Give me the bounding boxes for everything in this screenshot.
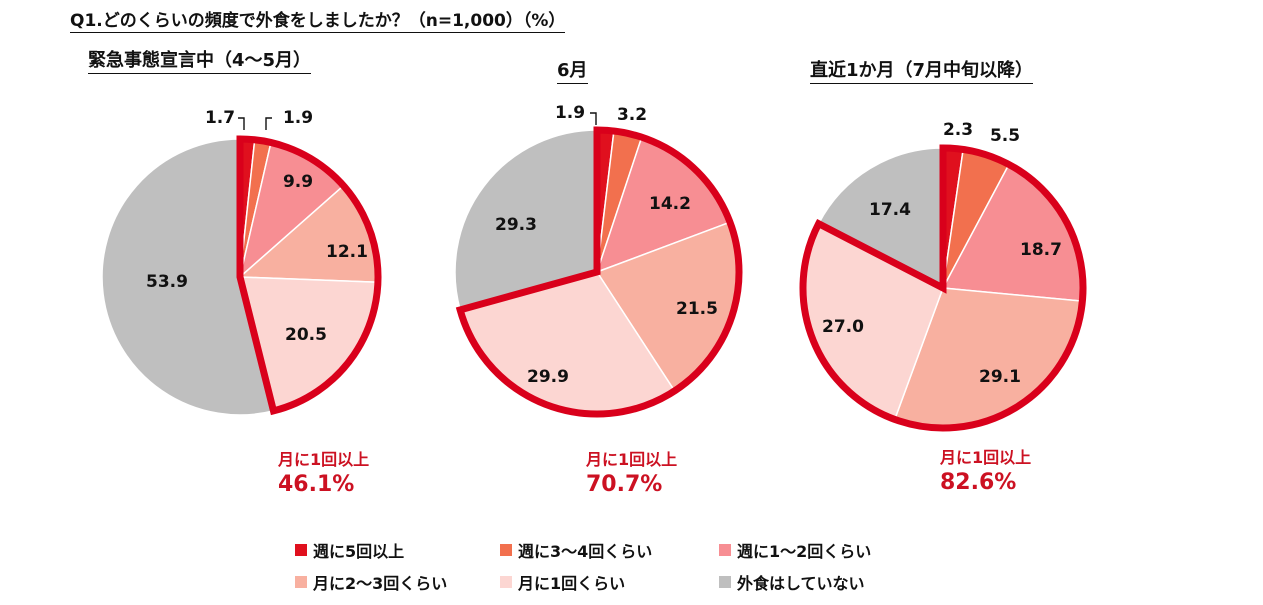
pie-1-value-label-3: 9.9: [283, 172, 313, 192]
legend-item-1: 週に5回以上: [295, 538, 404, 562]
legend-label-5: 月に1回くらい: [518, 574, 626, 593]
pie-3-value-label-3: 18.7: [1020, 240, 1062, 260]
pie-1-value-label-5: 20.5: [285, 325, 327, 345]
page-title: Q1.どのくらいの頻度で外食をしましたか？（n=1,000）（%）: [70, 6, 566, 33]
chart-title-1: 緊急事態宣言中（4〜5月）: [88, 46, 312, 74]
pie-1-slice-6: [101, 138, 275, 416]
pie-2-value-label-3: 14.2: [649, 194, 691, 214]
pie-3-value-label-2: 5.5: [990, 126, 1020, 146]
legend-label-3: 週に1〜2回くらい: [737, 542, 872, 561]
legend-label-4: 月に2〜3回くらい: [313, 574, 448, 593]
summary-value-1: 46.1%: [278, 472, 355, 497]
pie-1-leader-1: [238, 117, 245, 130]
pie-2-value-label-5: 29.9: [527, 367, 569, 387]
pie-3-highlight-outline: [799, 144, 1087, 432]
legend-swatch-4: [295, 576, 307, 588]
summary-label-2: 月に1回以上: [586, 450, 678, 469]
pie-1-highlight-outline: [236, 135, 382, 416]
chart-title-3: 直近1か月（7月中旬以降）: [810, 56, 1034, 84]
pie-2-value-label-6: 29.3: [495, 215, 537, 235]
legend-swatch-2: [500, 544, 512, 556]
legend-item-6: 外食はしていない: [719, 570, 865, 594]
legend-swatch-3: [719, 544, 731, 556]
legend-label-6: 外食はしていない: [737, 574, 865, 593]
pie-1-value-label-6: 53.9: [146, 272, 188, 292]
legend-swatch-5: [500, 576, 512, 588]
pie-2-value-label-4: 21.5: [676, 299, 718, 319]
legend-swatch-6: [719, 576, 731, 588]
pie-3-value-label-6: 17.4: [869, 200, 911, 220]
pie-2-value-label-2: 3.2: [617, 105, 647, 125]
summary-value-2: 70.7%: [586, 472, 663, 497]
legend-item-5: 月に1回くらい: [500, 570, 625, 594]
chart-title-2: 6月: [557, 56, 588, 84]
pie-2-slice-6: [454, 129, 598, 311]
pie-1-value-label-2: 1.9: [283, 108, 313, 128]
legend-swatch-1: [295, 544, 307, 556]
pie-1-value-label-4: 12.1: [326, 242, 368, 262]
legend-label-2: 週に3〜4回くらい: [518, 542, 653, 561]
summary-value-3: 82.6%: [940, 470, 1017, 495]
pie-3-value-label-1: 2.3: [943, 120, 973, 140]
legend-label-1: 週に5回以上: [313, 542, 405, 561]
legend-item-4: 月に2〜3回くらい: [295, 570, 447, 594]
legend-item-2: 週に3〜4回くらい: [500, 538, 652, 562]
pie-2-leader-1: [590, 112, 597, 125]
pie-2-value-label-1: 1.9: [555, 103, 585, 123]
summary-label-3: 月に1回以上: [940, 448, 1032, 467]
pie-1-value-label-1: 1.7: [205, 108, 235, 128]
legend-item-3: 週に1〜2回くらい: [719, 538, 871, 562]
pie-2-highlight-outline: [455, 126, 743, 418]
pie-3-value-label-5: 27.0: [822, 317, 864, 337]
pie-1-leader-2: [265, 117, 272, 130]
pie-3-slice-6: [817, 147, 944, 290]
summary-label-1: 月に1回以上: [278, 450, 370, 469]
pie-3-value-label-4: 29.1: [979, 367, 1021, 387]
